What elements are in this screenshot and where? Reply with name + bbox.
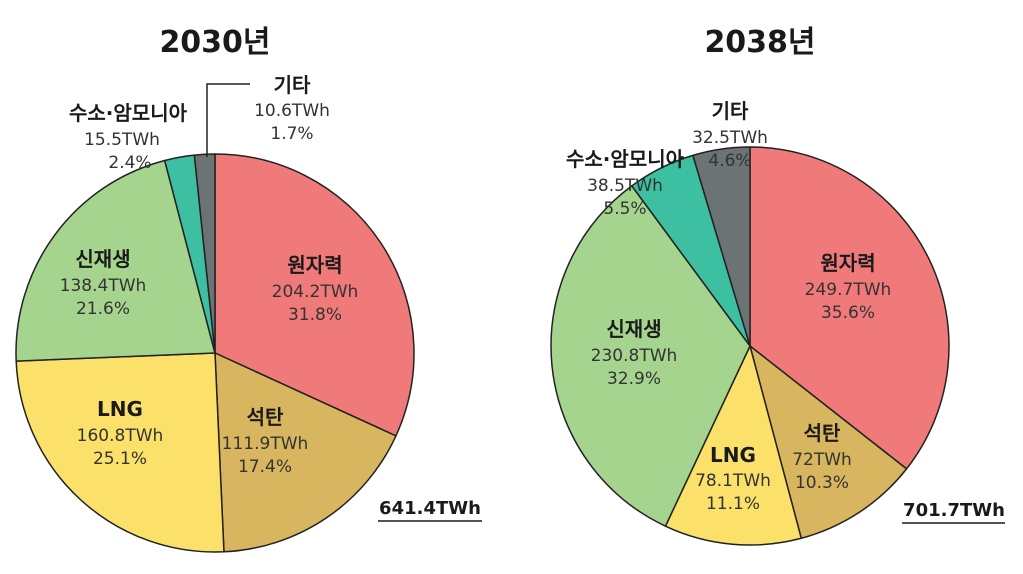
slice-label-lng: LNG 160.8TWh 25.1% <box>77 397 164 469</box>
pie-slices <box>15 153 415 553</box>
pie-chart-2030: 2030년 원자력 204.2TWh 31.8% 석탄 111.9TWh 17.… <box>15 25 482 553</box>
slice-value: 204.2TWh <box>272 282 359 302</box>
slice-percent: 11.1% <box>706 494 760 514</box>
slice-name: 수소·암모니아 <box>69 101 188 125</box>
slice-value: 78.1TWh <box>695 471 771 491</box>
slice-label-nuclear: 원자력 204.2TWh 31.8% <box>272 253 359 325</box>
slice-percent: 17.4% <box>238 457 292 477</box>
pie-slice-nuclear <box>214 153 415 437</box>
slice-name: 기타 <box>712 99 749 123</box>
pie-slice-renewable <box>550 185 751 527</box>
chart-title: 2030년 <box>159 25 270 60</box>
total-label: 641.4TWh <box>379 498 481 519</box>
slice-percent: 31.8% <box>288 305 342 325</box>
slice-name: 신재생 <box>606 317 661 341</box>
slice-value: 249.7TWh <box>805 280 892 300</box>
slice-name: LNG <box>710 443 756 467</box>
slice-percent: 25.1% <box>93 449 147 469</box>
slice-value: 15.5TWh <box>84 130 160 150</box>
slice-label-hydrogen: 수소·암모니아 15.5TWh 2.4% <box>69 101 188 173</box>
slice-value: 38.5TWh <box>587 176 663 196</box>
pie-slice-lng <box>15 352 225 553</box>
pie-slice-other <box>692 146 751 347</box>
slice-name: 석탄 <box>804 421 841 445</box>
slice-label-renewable: 신재생 138.4TWh 21.6% <box>60 247 147 319</box>
pie-slice-renewable <box>15 159 216 362</box>
slice-name: 수소·암모니아 <box>566 147 685 171</box>
leader-line <box>206 83 250 157</box>
slice-value: 160.8TWh <box>77 426 164 446</box>
slice-name: 석탄 <box>247 405 284 429</box>
slice-value: 111.9TWh <box>222 434 309 454</box>
slice-labels: 원자력 204.2TWh 31.8% 석탄 111.9TWh 17.4% LNG… <box>60 73 359 477</box>
pie-slice-lng <box>664 345 803 546</box>
pie-slices <box>550 146 950 546</box>
pie-slice-coal <box>214 352 397 553</box>
pie-chart-2038: 2038년 원자력 249.7TWh 35.6% 석탄 72TWh 10.3% … <box>550 25 1005 546</box>
slice-label-other: 기타 32.5TWh 4.6% <box>692 99 768 171</box>
slice-name: LNG <box>97 397 143 421</box>
slice-name: 기타 <box>274 73 311 97</box>
slice-name: 원자력 <box>820 251 875 275</box>
slice-value: 230.8TWh <box>591 346 678 366</box>
slice-label-other: 기타 10.6TWh 1.7% <box>254 73 330 144</box>
slice-percent: 32.9% <box>607 369 661 389</box>
slice-name: 원자력 <box>287 253 342 277</box>
slice-percent: 5.5% <box>603 199 646 219</box>
pie-slice-nuclear <box>749 146 950 470</box>
slice-value: 138.4TWh <box>60 276 147 296</box>
slice-label-coal: 석탄 72TWh 10.3% <box>792 421 852 493</box>
slice-percent: 35.6% <box>821 303 875 323</box>
slice-name: 신재생 <box>75 247 130 271</box>
slice-percent: 10.3% <box>795 473 849 493</box>
slice-percent: 4.6% <box>708 151 751 171</box>
pie-slice-other <box>193 153 216 354</box>
slice-labels: 원자력 249.7TWh 35.6% 석탄 72TWh 10.3% LNG 78… <box>566 99 891 514</box>
slice-label-coal: 석탄 111.9TWh 17.4% <box>222 405 309 477</box>
slice-percent: 2.4% <box>108 153 151 173</box>
slice-label-renewable: 신재생 230.8TWh 32.9% <box>591 317 678 389</box>
slice-label-lng: LNG 78.1TWh 11.1% <box>695 443 771 514</box>
slice-percent: 21.6% <box>76 299 130 319</box>
slice-value: 10.6TWh <box>254 101 330 121</box>
slice-value: 32.5TWh <box>692 128 768 148</box>
chart-title: 2038년 <box>704 25 815 60</box>
total-label: 701.7TWh <box>903 500 1005 521</box>
slice-label-hydrogen: 수소·암모니아 38.5TWh 5.5% <box>566 147 685 219</box>
slice-label-nuclear: 원자력 249.7TWh 35.6% <box>805 251 892 323</box>
slice-value: 72TWh <box>792 450 852 470</box>
slice-percent: 1.7% <box>270 124 313 144</box>
